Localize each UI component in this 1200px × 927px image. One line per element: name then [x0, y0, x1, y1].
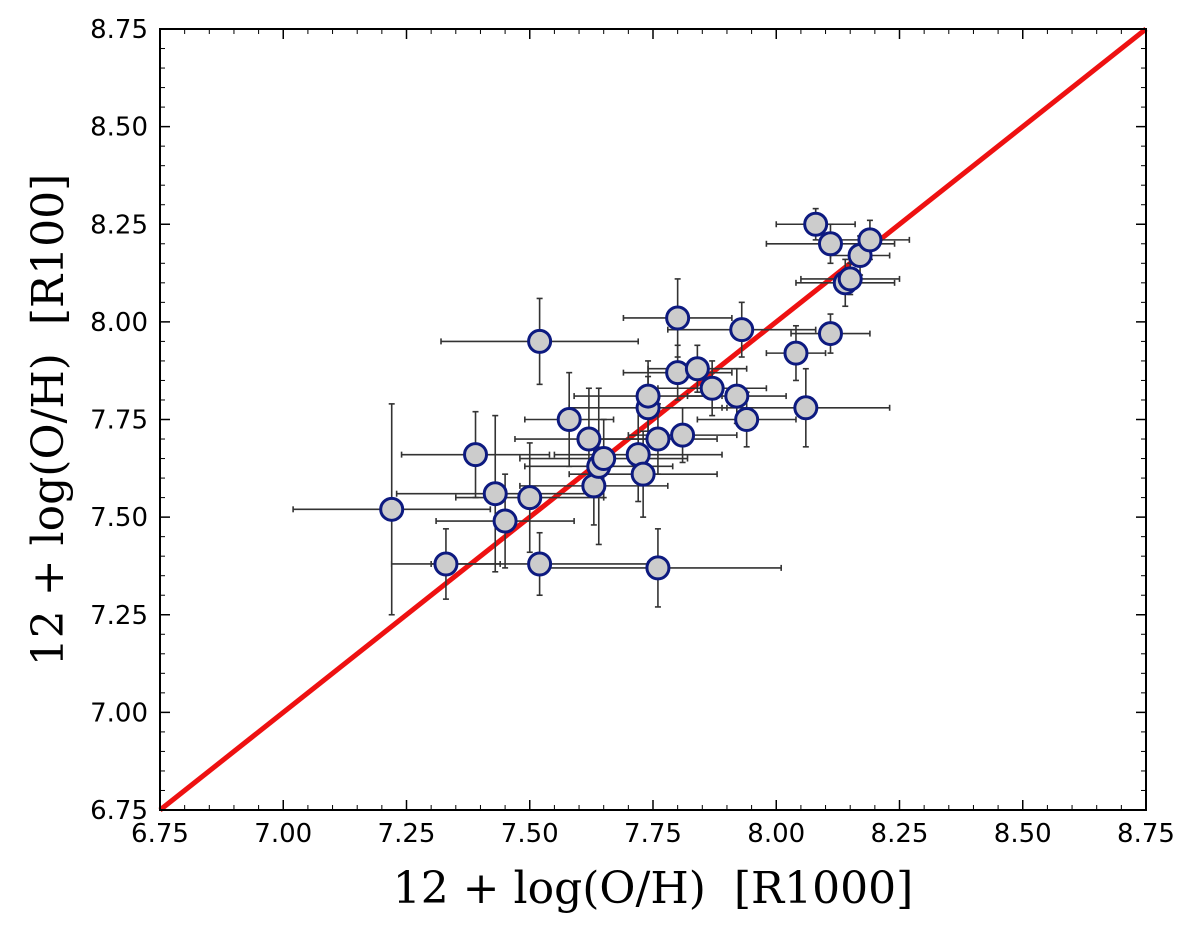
data-point	[857, 227, 883, 253]
data-points	[379, 211, 883, 581]
tick-labels: 6.75 7.00 7.25 7.50 7.75 8.00 8.25 8.50 8.75 6.75…	[90, 15, 1175, 849]
plot-frame	[159, 28, 1147, 811]
data-point	[665, 305, 691, 331]
data-point	[527, 551, 553, 577]
y-tick-label: 8.00	[90, 308, 148, 338]
y-tick-label: 7.50	[90, 503, 148, 533]
y-axis-label: 12 + log(O/H) [R100]	[23, 174, 74, 667]
data-point	[817, 231, 843, 257]
x-tick-label: 7.75	[624, 819, 682, 849]
data-point	[783, 340, 809, 366]
data-point	[793, 395, 819, 421]
data-point	[645, 426, 671, 452]
x-tick-label: 8.00	[747, 819, 805, 849]
x-tick-label: 7.00	[254, 819, 312, 849]
data-point	[591, 446, 617, 472]
data-point	[379, 496, 405, 522]
data-point	[492, 508, 518, 534]
data-point	[517, 485, 543, 511]
data-point	[463, 442, 489, 468]
data-point	[635, 383, 661, 409]
data-point	[665, 360, 691, 386]
x-tick-label: 8.50	[994, 819, 1052, 849]
data-point	[734, 407, 760, 432]
data-point	[699, 375, 725, 401]
y-tick-label: 7.75	[90, 406, 148, 436]
y-tick-label: 8.50	[90, 113, 148, 143]
data-point	[645, 555, 671, 581]
data-point	[630, 461, 656, 487]
data-point	[684, 356, 710, 382]
data-point	[803, 211, 829, 237]
data-point	[729, 317, 755, 343]
y-tick-label: 8.25	[90, 210, 148, 240]
x-tick-label: 7.25	[378, 819, 436, 849]
reference-line-layer	[158, 27, 1148, 812]
y-tick-label: 8.75	[90, 15, 148, 45]
y-tick-label: 7.25	[90, 601, 148, 631]
data-point	[837, 266, 863, 292]
y-tick-label: 7.00	[90, 698, 148, 728]
x-tick-label: 6.75	[131, 819, 189, 849]
data-point	[527, 328, 553, 354]
data-point	[433, 551, 459, 577]
x-axis-label: 12 + log(O/H) [R1000]	[393, 863, 914, 914]
data-point	[556, 407, 582, 432]
x-tick-label: 8.25	[871, 819, 929, 849]
data-point	[817, 321, 843, 347]
data-point	[482, 481, 508, 507]
data-point	[670, 422, 696, 448]
x-tick-label: 8.75	[1117, 819, 1175, 849]
y-tick-label: 6.75	[90, 796, 148, 826]
x-tick-label: 7.50	[501, 819, 559, 849]
data-point	[576, 426, 602, 452]
data-point	[724, 383, 750, 409]
one-to-one-line	[158, 27, 1148, 812]
